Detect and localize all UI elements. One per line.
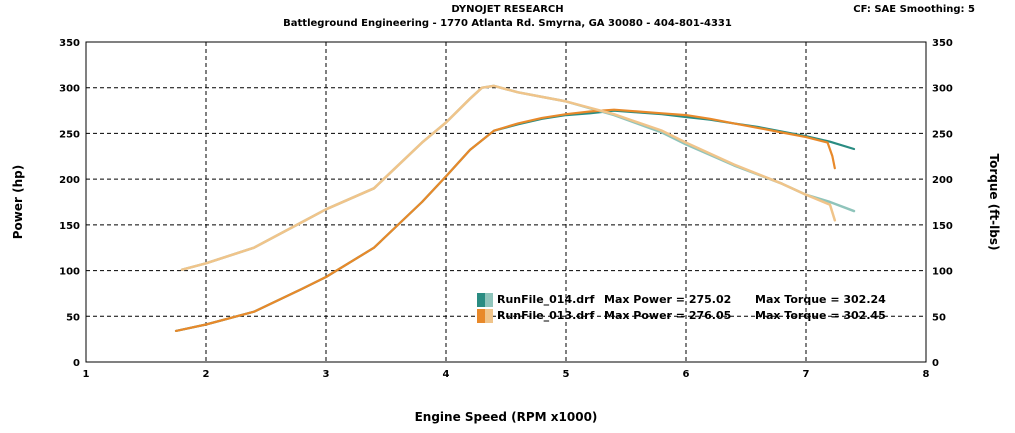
- y-tick-label: 50: [66, 312, 80, 323]
- x-tick-label: 7: [803, 369, 810, 380]
- chart-subtitle: Battleground Engineering - 1770 Atlanta …: [283, 18, 732, 29]
- legend-013-file: RunFile_013.drf: [497, 309, 595, 322]
- legend-swatch-014-power: [477, 293, 485, 307]
- y-tick-label: 300: [59, 84, 80, 95]
- y-tick-label: 350: [59, 38, 80, 49]
- y2-tick-label: 0: [932, 358, 939, 369]
- y-tick-label: 200: [59, 175, 80, 186]
- legend-swatch-013-torque: [485, 309, 493, 323]
- x-tick-label: 4: [443, 369, 450, 380]
- legend-014-power: Max Power = 275.02: [604, 293, 731, 306]
- legend-014-torque: Max Torque = 302.24: [755, 293, 886, 306]
- y2-axis-label: Torque (ft-lbs): [987, 154, 1001, 251]
- legend-swatch-013-power: [477, 309, 485, 323]
- y2-tick-label: 100: [932, 267, 953, 278]
- x-tick-label: 5: [563, 369, 570, 380]
- series-line-3-power: [174, 108, 836, 332]
- legend-014-file: RunFile_014.drf: [497, 293, 595, 306]
- legend: RunFile_014.drf Max Power = 275.02 Max T…: [477, 293, 886, 323]
- y2-tick-label: 150: [932, 221, 953, 232]
- y2-tick-label: 350: [932, 38, 953, 49]
- y-tick-label: 0: [73, 358, 80, 369]
- y-tick-label: 250: [59, 129, 80, 140]
- x-tick-label: 6: [683, 369, 690, 380]
- legend-013-power: Max Power = 276.05: [604, 309, 731, 322]
- x-tick-label: 3: [323, 369, 330, 380]
- series-lines: [174, 84, 856, 332]
- y-tick-label: 150: [59, 221, 80, 232]
- grid-lines: [86, 42, 926, 362]
- x-tick-label: 8: [923, 369, 930, 380]
- plot-area: [85, 41, 927, 363]
- chart-title: DYNOJET RESEARCH: [451, 4, 564, 15]
- legend-swatch-014-torque: [485, 293, 493, 307]
- y2-tick-label: 50: [932, 312, 946, 323]
- x-tick-label: 2: [203, 369, 210, 380]
- legend-013-torque: Max Torque = 302.45: [755, 309, 886, 322]
- y2-tick-label: 300: [932, 84, 953, 95]
- correction-settings: CF: SAE Smoothing: 5: [853, 4, 975, 15]
- series-line-4-torque: [180, 84, 837, 271]
- y-axis-label: Power (hp): [11, 165, 25, 239]
- y-tick-label: 100: [59, 267, 80, 278]
- x-axis-label: Engine Speed (RPM x1000): [415, 410, 598, 424]
- y2-tick-label: 250: [932, 129, 953, 140]
- x-tick-label: 1: [83, 369, 90, 380]
- y2-tick-label: 200: [932, 175, 953, 186]
